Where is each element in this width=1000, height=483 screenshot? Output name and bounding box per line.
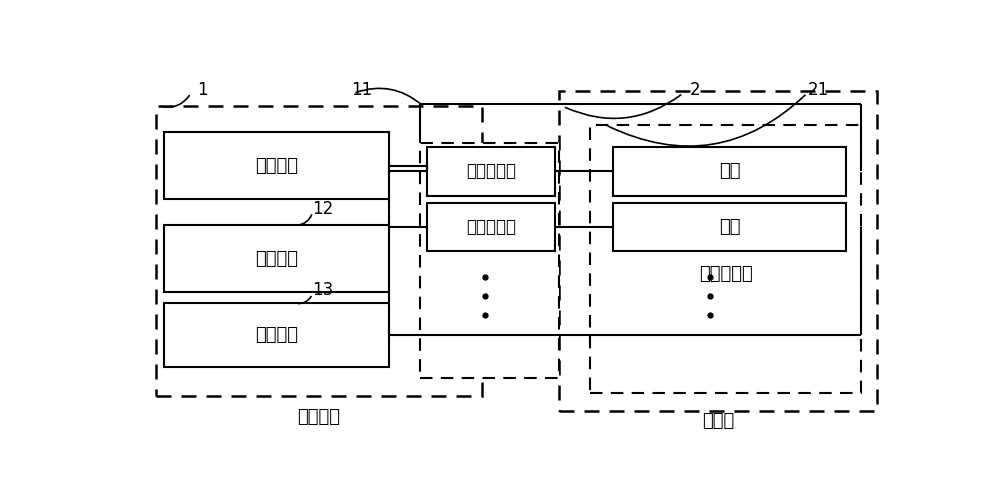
Bar <box>559 91 877 412</box>
Text: 13: 13 <box>312 282 333 299</box>
Text: 1: 1 <box>197 81 208 99</box>
Bar <box>590 125 861 393</box>
Bar <box>613 147 846 196</box>
Text: 分区单元: 分区单元 <box>255 157 298 175</box>
Text: 12: 12 <box>312 199 333 217</box>
Text: 内存映射区: 内存映射区 <box>466 218 516 236</box>
Text: 控制装置: 控制装置 <box>297 408 340 426</box>
Bar <box>613 203 846 251</box>
Text: 21: 21 <box>808 81 829 99</box>
Text: 2: 2 <box>689 81 700 99</box>
Bar <box>164 303 388 367</box>
Text: 处理器: 处理器 <box>702 412 734 429</box>
Text: 11: 11 <box>351 81 372 99</box>
Bar <box>427 147 555 196</box>
Text: 内存数据区: 内存数据区 <box>699 265 753 283</box>
Text: 分区: 分区 <box>719 162 740 180</box>
Text: 控制单元: 控制单元 <box>255 326 298 344</box>
Bar <box>420 143 559 378</box>
Bar <box>164 225 388 292</box>
Bar <box>164 132 388 199</box>
Text: 监测单元: 监测单元 <box>255 250 298 268</box>
Bar <box>156 106 482 397</box>
Bar <box>427 203 555 251</box>
Text: 分区: 分区 <box>719 218 740 236</box>
Text: 内存映射区: 内存映射区 <box>466 162 516 180</box>
